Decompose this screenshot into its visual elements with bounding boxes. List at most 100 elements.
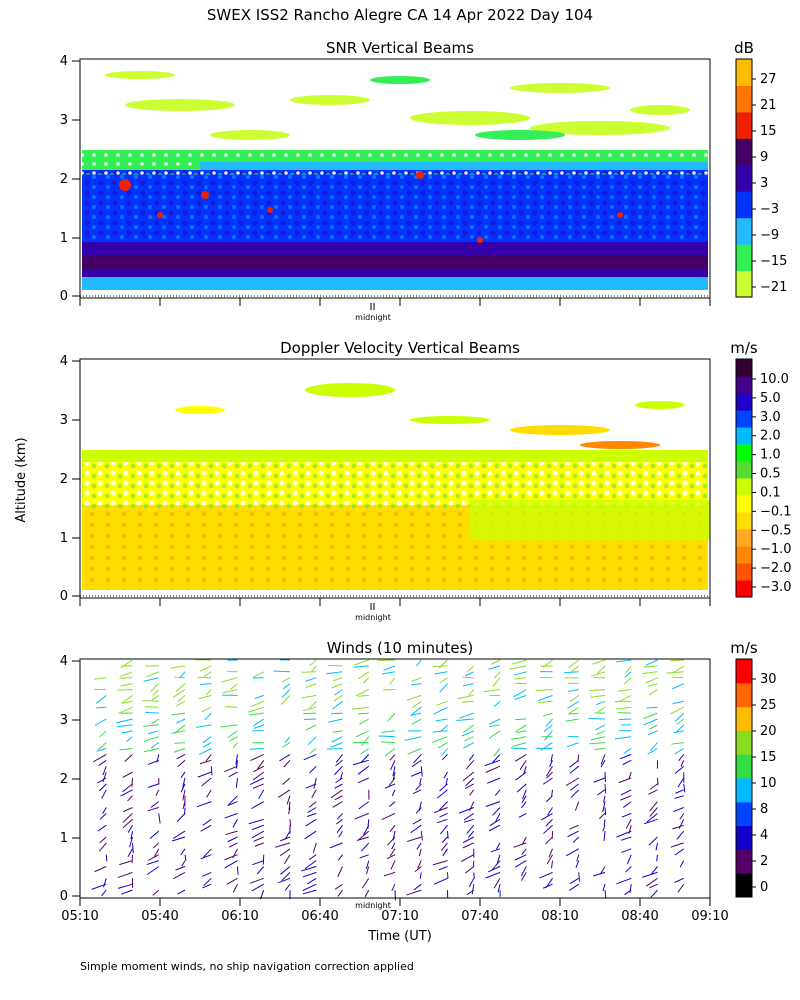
wind-barb	[357, 765, 370, 775]
wind-barb	[497, 884, 501, 893]
wind-barb	[468, 754, 475, 761]
wind-barb	[649, 801, 658, 812]
colorbar-swatch	[736, 825, 752, 850]
wind-barb	[334, 795, 343, 801]
wind-barb	[440, 724, 448, 732]
wind-barb	[416, 659, 422, 667]
wind-barb	[514, 694, 527, 701]
wind-barb	[280, 695, 291, 705]
wind-barb	[432, 736, 448, 743]
wind-barb	[235, 760, 238, 769]
wind-barb	[567, 689, 579, 692]
wind-barb	[129, 836, 133, 848]
wind-barb	[673, 730, 684, 734]
wind-barb	[473, 872, 475, 879]
colorbar-swatch	[736, 191, 752, 219]
wind-barb	[406, 889, 422, 896]
wind-barb	[462, 836, 474, 844]
wind-barb	[389, 801, 396, 808]
wind-barb	[339, 771, 343, 780]
wind-barb	[303, 712, 317, 715]
wind-barb	[199, 748, 212, 755]
wind-barb	[377, 659, 396, 662]
wind-barb	[574, 801, 580, 811]
wind-barb	[103, 878, 107, 888]
wind-barb	[281, 689, 291, 698]
wind-barb	[645, 677, 658, 684]
wind-barbs	[91, 659, 686, 901]
wind-barb	[588, 717, 606, 720]
wind-barb	[434, 671, 448, 675]
wind-barb	[199, 759, 212, 765]
wind-barb	[282, 683, 291, 690]
wind-barb	[310, 665, 317, 673]
wind-barb	[99, 730, 107, 738]
wind-barb	[485, 871, 501, 879]
wind-barb	[677, 777, 685, 788]
wind-barb	[625, 866, 632, 873]
wind-barb	[433, 807, 448, 814]
wind-barb	[177, 695, 186, 703]
wind-barb	[175, 683, 186, 692]
wind-barb	[328, 718, 343, 723]
wind-barb	[604, 890, 607, 899]
wind-barb	[289, 819, 292, 827]
wind-barb	[647, 748, 658, 755]
wind-barb	[122, 818, 133, 829]
wind-barb	[458, 807, 474, 814]
wind-barb	[514, 671, 527, 676]
wind-barb	[176, 718, 186, 724]
wind-barb	[626, 854, 632, 865]
footnote: Simple moment winds, no ship navigation …	[80, 960, 414, 973]
colorbar-tick-label: 10.0	[760, 372, 789, 387]
colorbar-tick-label: −9	[760, 228, 779, 243]
wind-barb	[468, 878, 475, 888]
wind-barb	[117, 724, 133, 728]
wind-barb	[221, 677, 238, 683]
wind-barb	[332, 700, 343, 710]
wind-barb	[306, 812, 317, 817]
wind-barb	[282, 777, 291, 785]
wind-barb	[308, 700, 317, 710]
wind-barb	[433, 706, 448, 715]
wind-barb	[201, 706, 212, 713]
wind-barb	[515, 771, 527, 781]
snr-hotspots	[119, 171, 623, 243]
wind-barb	[494, 671, 501, 679]
colorbar-tick-label: 2	[760, 854, 768, 869]
xtick-0810: 08:10	[541, 909, 578, 924]
wind-barb	[122, 783, 133, 793]
wind-barb	[411, 718, 422, 725]
wind-barb	[599, 813, 606, 819]
wind-barb	[383, 871, 396, 877]
snr-x-ticks	[79, 298, 711, 310]
wind-barb	[603, 831, 606, 841]
wind-barb	[98, 759, 107, 767]
wind-barb	[545, 878, 553, 888]
y-axis-label: Altitude (km)	[14, 437, 29, 522]
wind-barb	[277, 789, 291, 798]
wind-barb	[101, 889, 107, 897]
wind-barb	[224, 854, 238, 861]
wind-barb	[521, 801, 527, 809]
wind-barb	[570, 789, 580, 798]
wind-barb	[331, 712, 343, 715]
wind-barb	[670, 842, 684, 848]
wind-barb	[249, 777, 264, 786]
wind-barb	[542, 883, 553, 889]
wind-barb	[415, 807, 422, 814]
wind-barb	[105, 854, 108, 862]
wind-barb	[326, 671, 343, 675]
wind-barb	[489, 718, 501, 725]
wind-barb	[358, 801, 370, 810]
wind-barb	[309, 659, 317, 667]
wind-barb	[462, 771, 475, 782]
wind-barb	[439, 677, 448, 684]
wind-barb	[326, 748, 343, 750]
wind-barb	[283, 854, 291, 865]
wind-barb	[542, 659, 553, 668]
wind-barb	[565, 848, 579, 857]
wind-barb	[119, 677, 133, 679]
doppler-colorbar-unit: m/s	[730, 339, 758, 357]
wind-barb	[674, 765, 685, 774]
